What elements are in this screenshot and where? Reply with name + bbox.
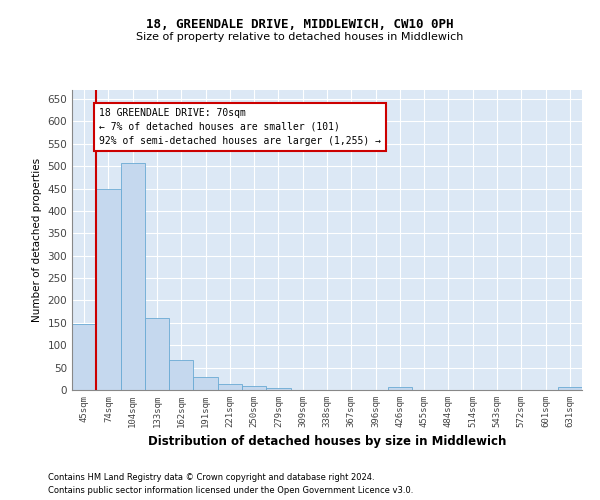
Bar (218, 384, 242, 390)
Text: 18 GREENDALE DRIVE: 70sqm
← 7% of detached houses are smaller (101)
92% of semi-: 18 GREENDALE DRIVE: 70sqm ← 7% of detach… (99, 108, 381, 146)
Bar (266, 388, 290, 390)
Bar (193, 376, 218, 390)
Text: Size of property relative to detached houses in Middlewich: Size of property relative to detached ho… (136, 32, 464, 42)
Y-axis label: Number of detached properties: Number of detached properties (32, 158, 42, 322)
Bar (169, 360, 193, 390)
Bar (145, 318, 169, 390)
Bar (121, 163, 145, 390)
Bar (96, 188, 121, 390)
X-axis label: Distribution of detached houses by size in Middlewich: Distribution of detached houses by size … (148, 436, 506, 448)
Bar (242, 386, 266, 390)
Bar (72, 324, 96, 390)
Bar (558, 387, 582, 390)
Text: Contains HM Land Registry data © Crown copyright and database right 2024.: Contains HM Land Registry data © Crown c… (48, 474, 374, 482)
Text: Contains public sector information licensed under the Open Government Licence v3: Contains public sector information licen… (48, 486, 413, 495)
Text: 18, GREENDALE DRIVE, MIDDLEWICH, CW10 0PH: 18, GREENDALE DRIVE, MIDDLEWICH, CW10 0P… (146, 18, 454, 30)
Bar (388, 387, 412, 390)
